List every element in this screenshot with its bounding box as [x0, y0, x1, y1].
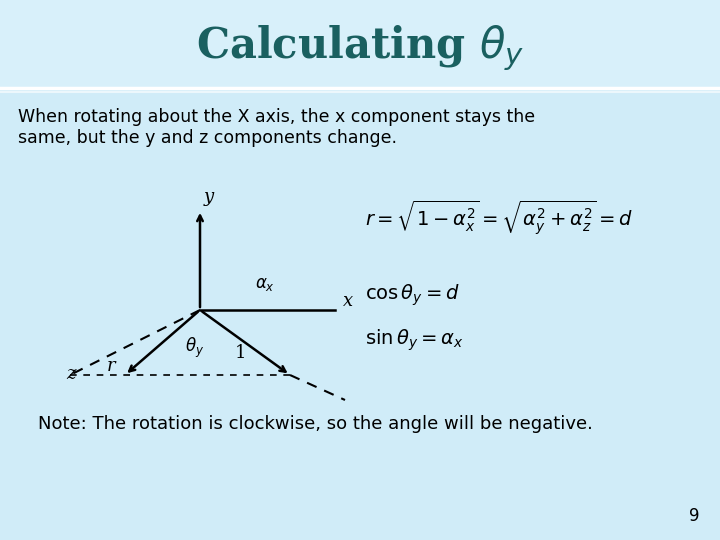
Text: $r = \sqrt{1 - \alpha_x^2} = \sqrt{\alpha_y^2 + \alpha_z^2} = d$: $r = \sqrt{1 - \alpha_x^2} = \sqrt{\alph…: [365, 199, 633, 237]
Text: Calculating $\theta_y$: Calculating $\theta_y$: [196, 23, 524, 73]
Text: 1: 1: [235, 344, 246, 362]
Text: r: r: [107, 357, 116, 375]
Text: $\alpha_x$: $\alpha_x$: [255, 276, 275, 293]
Text: x: x: [343, 292, 353, 310]
Text: Note: The rotation is clockwise, so the angle will be negative.: Note: The rotation is clockwise, so the …: [38, 415, 593, 433]
Text: $\sin\theta_y = \alpha_x$: $\sin\theta_y = \alpha_x$: [365, 327, 464, 353]
Text: y: y: [204, 188, 214, 206]
Text: When rotating about the X axis, the x component stays the
same, but the y and z : When rotating about the X axis, the x co…: [18, 108, 535, 147]
Text: 9: 9: [690, 507, 700, 525]
Bar: [0, 0, 720, 90]
Text: $\theta_y$: $\theta_y$: [185, 336, 204, 360]
Text: $\cos\theta_y = d$: $\cos\theta_y = d$: [365, 282, 460, 308]
Text: z: z: [66, 365, 76, 383]
